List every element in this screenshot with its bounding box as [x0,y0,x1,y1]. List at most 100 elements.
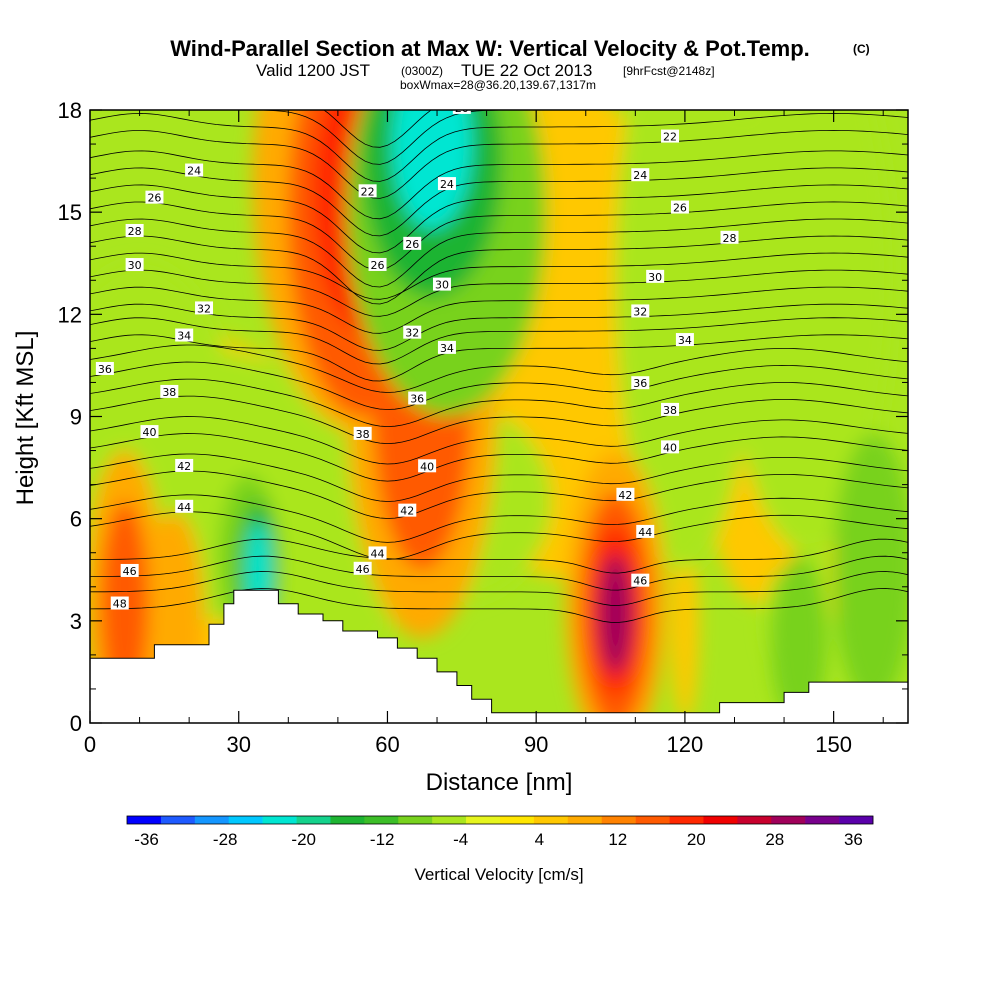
colorbar-swatch-19 [771,816,806,824]
isentrope-label-28-0: 28 [125,223,144,238]
isentrope-9-0 [90,269,908,317]
isentrope-label-text: 44 [638,526,652,539]
isentrope-label-text: 34 [177,330,191,343]
colorbar-swatch-16 [669,816,704,824]
subtitle-date: TUE 22 Oct 2013 [461,61,592,80]
isentrope-label-44-2: 44 [636,524,655,539]
colorbar-swatch-14 [601,816,636,824]
velocity-cell-7 [670,518,699,723]
colorbar-swatch-20 [805,816,840,824]
chart-title-mark: (C) [853,42,870,56]
chart-subtitle: Valid 1200 JST (0300Z) TUE 22 Oct 2013 [… [256,61,715,80]
isentrope-9-1 [90,252,908,300]
isentrope-lines [90,110,908,623]
isentrope-label-22-0: 22 [358,184,377,198]
colorbar-tick--12: -12 [370,830,395,849]
y-tick-label-6: 6 [70,507,82,532]
isentrope-5-1 [90,378,908,428]
isentrope-label-28-1: 28 [720,230,739,245]
isentrope-labels: 20 20 22 22 24 24 24 26 26 26 26 28 28 30 30 30 32 32 32 34… [95,95,739,611]
colorbar-tick--4: -4 [453,830,468,849]
isentrope-label-48-0: 48 [110,596,129,611]
isentrope-4-0 [90,433,908,482]
isentrope-label-34-1: 34 [437,340,456,355]
isentrope-label-text: 42 [618,489,632,502]
isentrope-7-0 [90,334,908,382]
colorbar-swatch-17 [703,816,738,824]
isentrope-0-0 [90,588,908,623]
y-tick-label-9: 9 [70,405,82,430]
isentrope-label-30-2: 30 [646,269,665,284]
isentrope-3-1 [90,453,908,502]
colorbar-tick--28: -28 [213,830,238,849]
y-axis-title: Height [Kft MSL] [12,331,39,506]
isentrope-label-text: 24 [633,169,647,182]
x-tick-label-60: 60 [375,732,399,757]
isentrope-12-1 [90,150,908,220]
isentrope-label-text: 28 [128,225,142,238]
isentrope-label-text: 34 [678,334,692,347]
isentrope-13-0 [90,129,908,199]
isentrope-10-1 [90,218,908,288]
isentrope-label-text: 36 [98,363,112,376]
isentrope-label-38-0: 38 [160,384,179,399]
isentrope-label-46-1: 46 [353,561,372,576]
isentrope-label-40-2: 40 [661,440,680,454]
isentrope-label-text: 26 [673,202,687,215]
isentrope-label-36-2: 36 [631,376,650,390]
isentrope-label-text: 22 [361,185,375,198]
colorbar-tick-12: 12 [608,830,627,849]
colorbar-swatch-13 [567,816,603,824]
isentrope-5-0 [90,395,908,445]
colorbar-swatch-0 [127,816,162,824]
isentrope-0-1 [90,571,908,606]
isentrope-label-20-0: 20 [452,102,471,115]
x-tick-label-120: 120 [667,732,704,757]
isentrope-label-text: 42 [177,460,191,473]
colorbar-swatch-5 [296,816,331,824]
isentrope-label-26-2: 26 [403,236,422,251]
isentrope-label-36-1: 36 [408,391,427,406]
isentrope-label-46-0: 46 [120,563,139,578]
isentrope-label-38-2: 38 [661,402,680,417]
isentrope-label-text: 40 [420,460,434,473]
colorbar-swatch-11 [500,816,535,824]
velocity-cell-28 [833,433,908,706]
isentrope-8-1 [90,286,908,334]
y-tick-label-18: 18 [58,98,82,123]
colorbar-title: Vertical Velocity [cm/s] [414,865,583,884]
isentrope-label-30-1: 30 [432,277,451,292]
colorbar-tick--36: -36 [134,830,159,849]
isentrope-label-text: 28 [723,232,737,245]
isentrope-label-32-1: 32 [403,325,422,340]
isentrope-label-text: 20 [688,95,702,108]
isentrope-label-42-1: 42 [398,503,417,518]
velocity-cell-33 [392,110,473,230]
x-tick-label-90: 90 [524,732,548,757]
isentrope-label-text: 20 [455,102,469,115]
isentrope-label-text: 42 [400,505,414,518]
colorbar-swatch-12 [533,816,569,824]
isentrope-label-text: 46 [123,565,137,578]
colorbar-tick-28: 28 [765,830,784,849]
isentrope-label-46-2: 46 [631,573,650,588]
isentrope-10-0 [90,235,908,305]
isentrope-label-text: 38 [162,386,176,399]
isentrope-7-1 [90,317,908,365]
isentrope-label-text: 46 [356,563,370,576]
isentrope-11-1 [90,184,908,254]
y-tick-label-12: 12 [58,302,82,327]
x-tick-label-150: 150 [815,732,852,757]
isentrope-label-text: 30 [435,279,449,292]
y-tick-label-0: 0 [70,711,82,736]
colorbar-swatch-18 [737,816,772,824]
isentrope-label-text: 44 [371,547,385,560]
x-tick-label-0: 0 [84,732,96,757]
chart-title: Wind-Parallel Section at Max W: Vertical… [170,36,810,61]
isentrope-label-text: 32 [405,327,419,340]
isentrope-label-text: 38 [663,404,677,417]
isentrope-label-text: 46 [633,575,647,588]
subtitle-utc: (0300Z) [401,64,443,78]
x-tick-label-30: 30 [226,732,250,757]
